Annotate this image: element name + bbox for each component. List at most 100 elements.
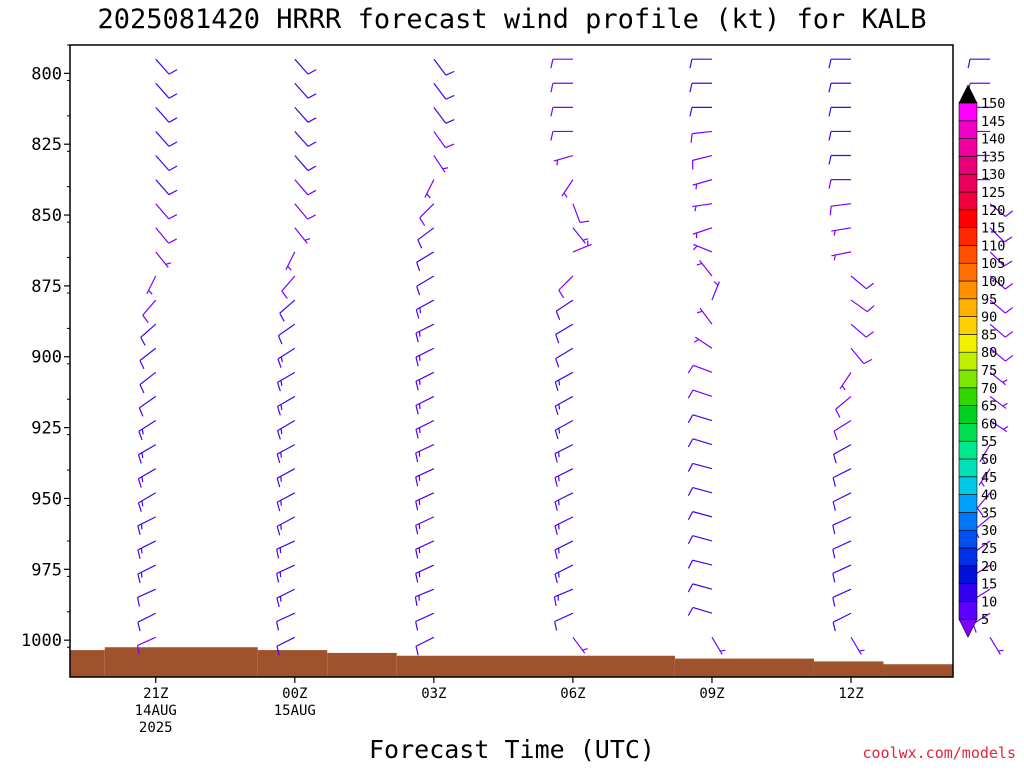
wind-barb-h15-4 <box>829 156 851 165</box>
wind-barb-h9-23 <box>555 613 573 630</box>
wind-barb-h6-11 <box>416 324 434 342</box>
wind-barb-h0-0 <box>156 59 177 74</box>
wind-barb-h6-17 <box>416 469 434 486</box>
wind-barb-h0-12 <box>140 348 156 369</box>
colorbar-box-75 <box>959 370 977 388</box>
ground-segment-1 <box>105 647 258 677</box>
wind-barb-h0-4 <box>156 156 177 171</box>
ground-segment-5 <box>675 659 814 677</box>
wind-barb-h0-22 <box>138 589 156 606</box>
wind-barb-h9-2 <box>551 107 573 116</box>
colorbar-label-50: 50 <box>981 452 997 468</box>
wind-barb-h12-16 <box>688 439 712 447</box>
wind-barb-h3-21 <box>277 565 295 582</box>
wind-barb-h9-21 <box>555 565 573 583</box>
wind-barb-h3-14 <box>278 396 295 415</box>
wind-barb-h6-21 <box>416 565 434 582</box>
wind-barb-h6-10 <box>416 300 434 318</box>
wind-barb-h12-24 <box>712 637 726 654</box>
colorbar-label-65: 65 <box>981 399 997 415</box>
wind-barb-h12-1 <box>690 83 712 92</box>
wind-barb-h15-23 <box>833 613 851 631</box>
colorbar-label-30: 30 <box>981 523 997 539</box>
colorbar-label-75: 75 <box>981 363 997 379</box>
wind-barb-h6-14 <box>416 396 434 414</box>
colorbar-box-25 <box>959 548 977 566</box>
ground-segment-4 <box>397 656 675 677</box>
ground-segment-0 <box>70 650 105 677</box>
colorbar-label-55: 55 <box>981 434 997 450</box>
wind-barb-h18-24 <box>990 637 1004 654</box>
colorbar-box-100 <box>959 281 977 299</box>
x-tick-label: 00Z <box>282 686 307 702</box>
x-tick-label: 09Z <box>699 686 724 702</box>
wind-barb-h6-19 <box>416 517 434 534</box>
y-tick-label-875: 875 <box>31 277 62 297</box>
wind-barb-h15-6 <box>830 204 851 216</box>
colorbar-box-30 <box>959 530 977 548</box>
wind-barb-h6-8 <box>417 252 434 271</box>
ground-layer <box>70 647 953 677</box>
wind-barb-h6-6 <box>420 204 434 226</box>
y-tick-label-850: 850 <box>31 206 62 226</box>
colorbar-label-80: 80 <box>981 345 997 361</box>
wind-barb-h0-23 <box>138 613 156 631</box>
wind-barb-h12-18 <box>688 488 712 496</box>
colorbar-box-145 <box>959 121 977 139</box>
wind-barb-h12-23 <box>688 607 712 615</box>
wind-barb-h0-19 <box>138 517 156 535</box>
y-tick-label-800: 800 <box>31 64 62 84</box>
wind-barb-h15-10 <box>851 300 874 312</box>
wind-barb-h15-7 <box>831 228 851 236</box>
wind-barb-h0-10 <box>143 300 156 323</box>
x-tick-label: 21Z <box>143 686 168 702</box>
wind-barb-h3-10 <box>280 300 295 321</box>
wind-barb-h6-22 <box>415 589 433 606</box>
wind-barb-h3-2 <box>295 107 316 122</box>
wind-barb-h15-11 <box>851 324 874 337</box>
colorbar-box-115 <box>959 228 977 246</box>
wind-barb-h12-15 <box>688 415 712 423</box>
wind-barb-h9-1 <box>551 83 573 92</box>
wind-barb-h9-11 <box>556 324 573 343</box>
wind-barb-h6-0 <box>434 59 454 75</box>
wind-barb-h3-7 <box>295 228 310 244</box>
wind-barb-h9-20 <box>555 541 573 559</box>
wind-barb-h15-5 <box>829 180 851 189</box>
colorbar-box-130 <box>959 174 977 192</box>
wind-barb-h3-4 <box>295 156 316 171</box>
credit-link[interactable]: coolwx.com/models <box>862 744 1016 762</box>
wind-barb-h9-8 <box>573 241 592 252</box>
colorbar-box-110 <box>959 245 977 263</box>
wind-barb-h9-10 <box>556 300 573 320</box>
colorbar-label-85: 85 <box>981 327 997 343</box>
wind-barb-h12-22 <box>688 584 712 592</box>
wind-barb-h18-0 <box>968 59 990 68</box>
wind-barb-h12-19 <box>688 512 712 520</box>
wind-barb-h12-12 <box>694 337 712 348</box>
wind-barb-h15-1 <box>829 83 851 92</box>
y-tick-label-925: 925 <box>31 419 62 439</box>
wind-barbs-layer <box>137 59 1024 655</box>
wind-barb-h6-18 <box>416 493 434 510</box>
wind-barb-h6-20 <box>416 541 434 558</box>
colorbar-label-130: 130 <box>981 167 1005 183</box>
wind-barb-h15-3 <box>829 131 851 140</box>
colorbar-label-140: 140 <box>981 132 1005 148</box>
ground-segment-6 <box>814 661 884 677</box>
x-tick-label: 15AUG <box>274 703 316 719</box>
wind-barb-h3-3 <box>295 131 316 146</box>
x-tick-label: 03Z <box>421 686 446 702</box>
colorbar-label-125: 125 <box>981 185 1005 201</box>
wind-barb-h9-24 <box>573 637 588 653</box>
wind-barb-h6-9 <box>417 276 434 295</box>
colorbar-label-115: 115 <box>981 221 1005 237</box>
colorbar-label-35: 35 <box>981 505 997 521</box>
colorbar-box-60 <box>959 423 977 441</box>
wind-barb-h6-2 <box>434 107 454 123</box>
colorbar-label-10: 10 <box>981 594 997 610</box>
colorbar-box-20 <box>959 566 977 584</box>
wind-barb-h12-3 <box>691 131 712 142</box>
colorbar-label-20: 20 <box>981 559 997 575</box>
